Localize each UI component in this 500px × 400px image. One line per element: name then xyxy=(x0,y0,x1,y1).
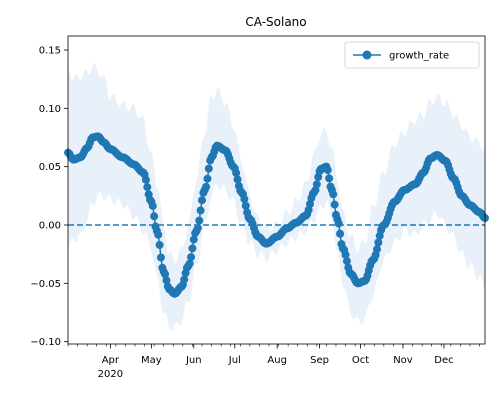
growth-rate-point xyxy=(312,180,321,189)
growth-rate-point xyxy=(329,190,338,199)
y-tick-label: 0.00 xyxy=(39,221,61,232)
growth-rate-point xyxy=(325,174,334,183)
growth-rate-point xyxy=(143,183,152,192)
y-tick-label: −0.10 xyxy=(30,337,61,348)
x-tick-label: Sep xyxy=(310,355,329,366)
growth-rate-point xyxy=(232,169,241,178)
confidence-band xyxy=(68,62,485,332)
growth-rate-point xyxy=(154,230,163,239)
growth-rate-point xyxy=(148,201,157,210)
y-tick-label: 0.15 xyxy=(39,46,61,57)
x-tick-label: Dec xyxy=(434,355,453,366)
x-tick-label: Jun xyxy=(185,355,202,366)
x-tick-label: Nov xyxy=(393,355,413,366)
growth-rate-point xyxy=(342,257,351,266)
growth-rate-point xyxy=(189,235,198,244)
growth-rate-point xyxy=(241,201,250,210)
growth-rate-point xyxy=(372,245,381,254)
growth-rate-markers xyxy=(64,132,489,298)
growth-rate-point xyxy=(195,216,204,225)
plot-area xyxy=(64,62,489,332)
growth-rate-point xyxy=(197,196,206,205)
legend-label: growth_rate xyxy=(389,51,449,62)
legend-box xyxy=(344,41,480,69)
x-tick-label: Oct xyxy=(352,355,369,366)
y-tick-label: −0.05 xyxy=(30,279,61,290)
growth-rate-point xyxy=(155,240,164,249)
growth-rate-point xyxy=(187,253,196,262)
growth-rate-point xyxy=(150,212,159,221)
growth-rate-point xyxy=(162,276,171,285)
growth-rate-point xyxy=(240,195,249,204)
y-tick-label: 0.10 xyxy=(39,104,61,115)
x-year-label: 2020 xyxy=(98,369,123,380)
growth-rate-point xyxy=(196,206,205,215)
growth-rate-point xyxy=(341,250,350,259)
growth-rate-point xyxy=(374,238,383,247)
growth-rate-point xyxy=(161,270,170,279)
x-tick-label: Aug xyxy=(267,355,287,366)
growth-rate-point xyxy=(323,166,332,175)
growth-rate-point xyxy=(141,175,150,184)
axes-frame xyxy=(67,35,486,345)
growth-rate-point xyxy=(204,164,213,173)
legend: growth_rate xyxy=(344,41,480,69)
growth-rate-point xyxy=(193,224,202,233)
growth-rate-point xyxy=(185,259,194,268)
growth-rate-point xyxy=(233,175,242,184)
x-tick-label: May xyxy=(141,355,162,366)
growth-rate-point xyxy=(330,200,339,209)
growth-rate-point xyxy=(334,219,343,228)
y-tick-label: 0.05 xyxy=(39,162,61,173)
growth-rate-point xyxy=(336,229,345,238)
x-tick-label: Apr xyxy=(102,355,120,366)
growth-rate-point xyxy=(156,253,165,262)
growth-rate-point xyxy=(202,182,211,191)
growth-rate-point xyxy=(180,275,189,284)
legend-marker-swatch xyxy=(362,50,372,60)
growth-rate-point xyxy=(203,174,212,183)
x-tick-label: Jul xyxy=(228,355,241,366)
axes: −0.10 −0.05 0.00 0.05 0.10 0.15 Apr May Jun Jul Au… xyxy=(30,35,486,380)
chart-title: CA-Solano xyxy=(245,15,306,29)
growth-rate-point xyxy=(188,244,197,253)
